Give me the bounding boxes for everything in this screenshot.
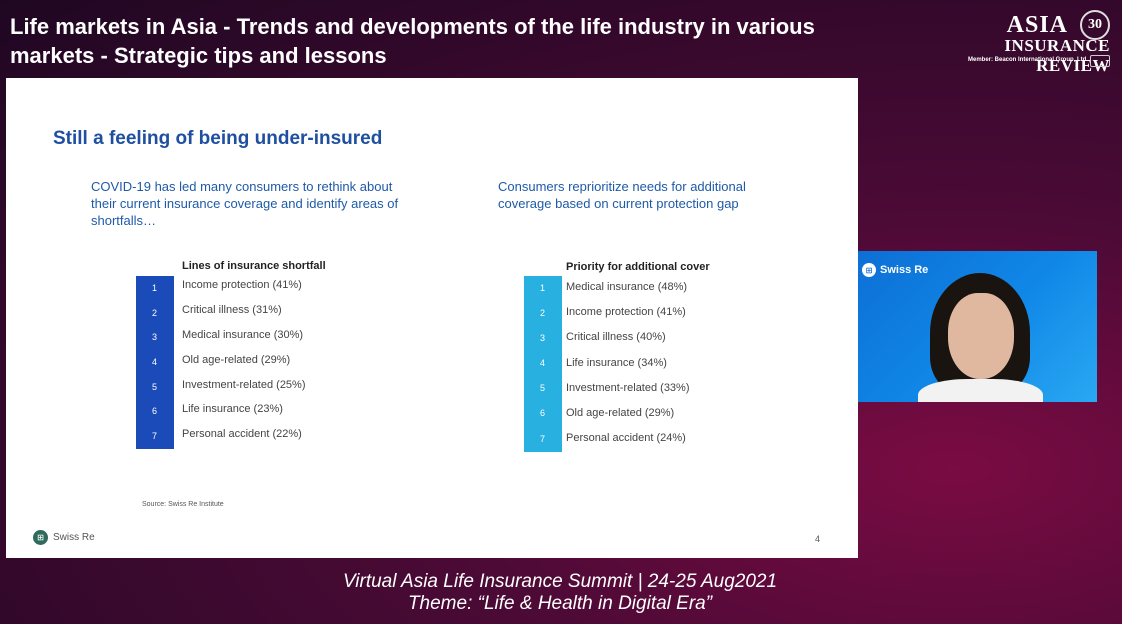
list-item: Old age-related (29%) <box>182 353 291 366</box>
list-item: Critical illness (40%) <box>566 331 666 344</box>
list-item: Life insurance (34%) <box>566 356 667 369</box>
list-item: Life insurance (23%) <box>182 403 283 416</box>
beacon-mark-icon <box>1090 55 1110 67</box>
logo-review-text: INSURANCE REVIEW <box>1004 36 1110 75</box>
slide-page-number: 4 <box>815 534 821 544</box>
list-item: Investment-related (25%) <box>182 378 306 391</box>
rank-number: 2 <box>540 308 546 319</box>
shortfall-list: Income protection (41%) Critical illness… <box>182 279 306 453</box>
list-item: Medical insurance (30%) <box>182 328 304 341</box>
rank-number: 4 <box>152 357 158 368</box>
list-item: Investment-related (33%) <box>566 381 690 394</box>
brand-label: Swiss Re <box>53 532 95 543</box>
swiss-re-icon: ⊞ <box>33 530 48 545</box>
speaker-webcam-video: ⊞ Swiss Re <box>858 251 1097 402</box>
rank-number: 4 <box>540 358 546 369</box>
webcam-brand: ⊞ Swiss Re <box>862 263 928 277</box>
slide-title: Still a feeling of being under-insured <box>53 128 383 149</box>
rank-number: 3 <box>152 332 158 343</box>
rank-number: 7 <box>152 431 158 442</box>
rank-number: 7 <box>540 433 546 444</box>
webcam-brand-label: Swiss Re <box>880 264 929 276</box>
swiss-re-logo: ⊞ Swiss Re <box>33 530 95 545</box>
asia-insurance-review-logo: ASIA 30 INSURANCE REVIEW Member: Beacon … <box>958 10 1118 75</box>
footer-line-1: Virtual Asia Life Insurance Summit | 24-… <box>342 571 778 592</box>
list-item: Medical insurance (48%) <box>566 281 688 293</box>
priority-rank-bar: 1 2 3 4 5 6 7 <box>524 276 562 452</box>
list-item: Income protection (41%) <box>566 306 686 319</box>
rank-number: 3 <box>540 333 546 344</box>
swiss-re-icon: ⊞ <box>862 263 876 277</box>
rank-number: 5 <box>152 381 158 392</box>
list-item: Personal accident (24%) <box>566 432 686 445</box>
shortfall-heading: Lines of insurance shortfall <box>182 260 326 272</box>
list-item: Income protection (41%) <box>182 279 302 291</box>
anniversary-30-icon: 30 <box>1080 10 1110 40</box>
speaker-face <box>948 293 1014 379</box>
rank-number: 6 <box>540 408 546 419</box>
list-item: Personal accident (22%) <box>182 428 302 441</box>
logo-member-text: Member: Beacon International Group, Ltd. <box>967 57 1088 63</box>
shortfall-rank-bar: 1 2 3 4 5 6 7 <box>136 276 174 449</box>
rank-number: 1 <box>152 283 158 293</box>
header-title: Life markets in Asia - Trends and develo… <box>10 14 815 68</box>
rank-number: 2 <box>152 307 158 318</box>
priority-heading: Priority for additional cover <box>566 261 710 273</box>
list-item: Critical illness (31%) <box>182 303 282 316</box>
rank-number: 5 <box>540 383 546 394</box>
list-item: Old age-related (29%) <box>566 406 675 419</box>
rank-number: 1 <box>540 283 546 293</box>
logo-asia-text: ASIA <box>1006 12 1068 38</box>
speaker-body <box>918 379 1043 402</box>
rank-number: 6 <box>152 406 158 417</box>
presentation-slide: Still a feeling of being under-insured C… <box>6 78 858 558</box>
event-footer: Virtual Asia Life Insurance Summit | 24-… <box>300 571 820 615</box>
source-note: Source: Swiss Re Institute <box>142 501 224 508</box>
footer-line-2: Theme: “Life & Health in Digital Era” <box>407 593 713 614</box>
intro-left: COVID-19 has led many consumers to rethi… <box>91 179 399 228</box>
intro-right: Consumers reprioritize needs for additio… <box>498 179 746 211</box>
priority-list: Medical insurance (48%) Income protectio… <box>566 281 690 457</box>
